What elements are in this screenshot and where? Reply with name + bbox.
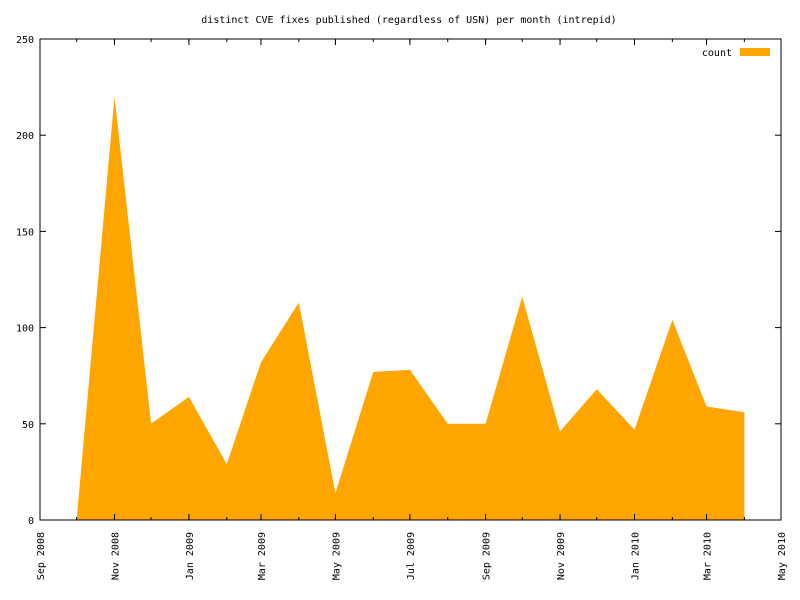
- x-tick-label: Jan 2010: [631, 532, 642, 580]
- plot-border: [39, 38, 782, 521]
- x-tick-label: Nov 2008: [110, 532, 121, 580]
- x-tick-label: Nov 2009: [556, 532, 567, 580]
- y-tick-label: 250: [16, 35, 34, 46]
- x-tick-label: Sep 2009: [482, 532, 493, 580]
- x-tick-label: May 2010: [777, 532, 788, 580]
- area-series-count: [76, 96, 745, 520]
- chart-title: distinct CVE fixes published (regardless…: [201, 15, 616, 26]
- legend-label: count: [702, 48, 732, 59]
- y-tick-label: 50: [22, 420, 34, 431]
- x-tick-label: Mar 2009: [257, 532, 268, 580]
- x-tick-label: Jul 2009: [406, 532, 417, 580]
- y-tick-label: 0: [28, 516, 34, 527]
- x-tick-label: Mar 2010: [703, 532, 714, 580]
- x-tick-label: Jan 2009: [185, 532, 196, 580]
- y-tick-label: 100: [16, 324, 34, 335]
- y-tick-label: 200: [16, 131, 34, 142]
- legend-swatch: [740, 48, 770, 56]
- y-tick-label: 150: [16, 227, 34, 238]
- x-tick-label: Sep 2008: [36, 532, 47, 580]
- x-tick-label: May 2009: [331, 532, 342, 580]
- legend: count: [702, 48, 770, 59]
